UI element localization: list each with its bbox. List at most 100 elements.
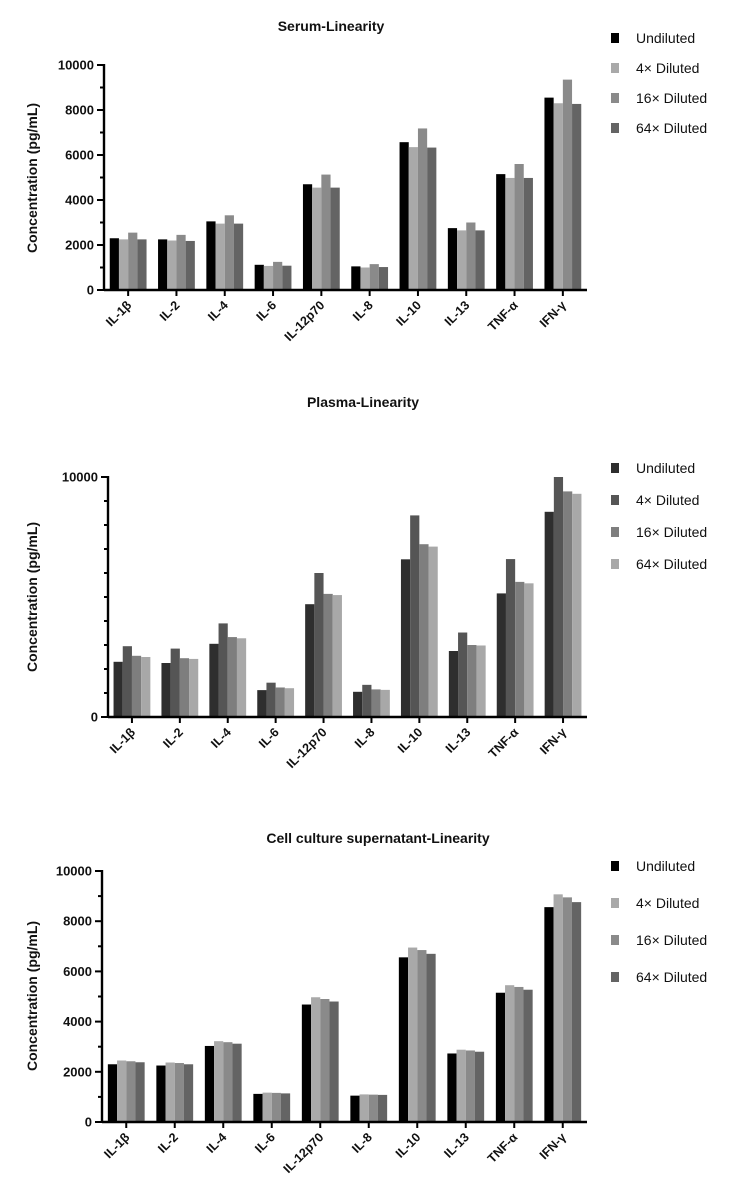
bar-64-diluted-8 bbox=[524, 583, 534, 717]
bar-undiluted-0 bbox=[113, 661, 123, 717]
legend-swatch bbox=[611, 861, 619, 871]
bar-4-diluted-2 bbox=[218, 623, 228, 717]
bar-16-diluted-4 bbox=[321, 174, 331, 290]
bar-undiluted-4 bbox=[305, 604, 315, 717]
bar-16-diluted-2 bbox=[223, 1042, 233, 1122]
bar-undiluted-0 bbox=[107, 1064, 118, 1122]
y-axis-label: Concentration (pg/mL) bbox=[24, 522, 40, 672]
legend: Undiluted 4× Diluted 16× Diluted 64× Dilute… bbox=[611, 858, 707, 985]
bar-4-diluted-7 bbox=[457, 230, 467, 290]
bar-64-diluted-0 bbox=[137, 239, 147, 290]
x-tick-label: IL-13 bbox=[441, 1130, 472, 1161]
bar-undiluted-9 bbox=[544, 907, 554, 1122]
chart-1: Serum-Linearity Concentration (pg/mL) 0 200… bbox=[24, 18, 707, 344]
bar-64-diluted-9 bbox=[571, 902, 582, 1122]
legend-swatch bbox=[611, 935, 619, 945]
bar-undiluted-6 bbox=[399, 142, 409, 290]
bar-4-diluted-7 bbox=[458, 632, 468, 717]
bar-undiluted-4 bbox=[301, 1004, 312, 1122]
bar-64-diluted-9 bbox=[572, 493, 582, 717]
y-tick-label: 10000 bbox=[58, 58, 94, 73]
bar-16-diluted-1 bbox=[179, 658, 190, 717]
bar-16-diluted-6 bbox=[419, 544, 429, 717]
bar-16-diluted-8 bbox=[514, 986, 524, 1122]
y-ticks: 0 2000 4000 6000 8000 10000 bbox=[56, 864, 102, 1130]
bar-undiluted-4 bbox=[302, 184, 313, 290]
legend: Undiluted 4× Diluted 16× Diluted 64× Dilute… bbox=[611, 460, 707, 572]
bar-64-diluted-3 bbox=[280, 1093, 291, 1122]
x-tick-label: IL-12p70 bbox=[281, 1130, 327, 1176]
chart-title: Cell culture supernatant-Linearity bbox=[266, 830, 489, 846]
y-axis-label: Concentration (pg/mL) bbox=[24, 921, 40, 1071]
x-tick-label: IL-10 bbox=[395, 725, 426, 756]
bar-4-diluted-6 bbox=[408, 147, 418, 290]
y-tick-label: 2000 bbox=[63, 1064, 92, 1079]
chart-2: Plasma-Linearity Concentration (pg/mL) 0 10… bbox=[24, 394, 707, 771]
y-tick-label: 2000 bbox=[65, 238, 94, 253]
bar-undiluted-7 bbox=[447, 228, 458, 290]
y-tick-label: 4000 bbox=[63, 1014, 92, 1029]
y-tick-label: 0 bbox=[85, 1115, 92, 1130]
bar-undiluted-1 bbox=[161, 663, 171, 717]
x-tick-label: IL-4 bbox=[205, 298, 231, 324]
legend-label: Undiluted bbox=[636, 460, 695, 476]
bar-undiluted-7 bbox=[447, 1053, 457, 1122]
y-axis-label: Concentration (pg/mL) bbox=[24, 103, 40, 253]
bar-16-diluted-5 bbox=[369, 264, 379, 290]
bar-undiluted-2 bbox=[209, 643, 219, 717]
legend-swatch bbox=[611, 972, 619, 982]
x-tick-label: IL-6 bbox=[252, 1130, 278, 1156]
bar-4-diluted-3 bbox=[263, 265, 274, 290]
bar-undiluted-3 bbox=[257, 690, 267, 717]
bar-undiluted-9 bbox=[544, 97, 554, 290]
bar-16-diluted-7 bbox=[466, 222, 476, 290]
bar-64-diluted-9 bbox=[572, 103, 582, 290]
legend-label: Undiluted bbox=[636, 858, 695, 874]
bar-64-diluted-6 bbox=[427, 147, 437, 290]
x-tick-label: IL-1β bbox=[103, 298, 134, 329]
legend-label: 64× Diluted bbox=[636, 969, 707, 985]
bar-16-diluted-7 bbox=[465, 1050, 475, 1122]
legend-label: 64× Diluted bbox=[636, 556, 707, 572]
legend-swatch bbox=[611, 63, 619, 73]
bar-undiluted-2 bbox=[204, 1045, 215, 1122]
legend-label: 16× Diluted bbox=[636, 524, 707, 540]
bar-undiluted-5 bbox=[351, 266, 361, 290]
x-tick-label: IL-8 bbox=[350, 298, 376, 324]
legend-swatch bbox=[611, 495, 619, 505]
bar-16-diluted-3 bbox=[275, 687, 285, 717]
bar-64-diluted-7 bbox=[474, 1051, 485, 1122]
legend-swatch bbox=[611, 123, 619, 133]
bar-64-diluted-0 bbox=[135, 1062, 145, 1122]
bar-64-diluted-7 bbox=[475, 230, 485, 290]
x-tick-label: TNF-α bbox=[485, 298, 521, 334]
bar-4-diluted-8 bbox=[505, 559, 516, 717]
y-ticks: 0 10000 bbox=[62, 470, 108, 725]
x-tick-label: TNF-α bbox=[485, 1130, 521, 1166]
y-tick-label: 8000 bbox=[65, 103, 94, 118]
bar-undiluted-1 bbox=[158, 239, 168, 290]
bar-16-diluted-9 bbox=[563, 491, 573, 717]
bar-16-diluted-3 bbox=[273, 261, 283, 290]
bar-4-diluted-8 bbox=[505, 985, 515, 1122]
chart-title: Serum-Linearity bbox=[278, 18, 385, 34]
x-tick-label: IL-1β bbox=[101, 1130, 132, 1161]
bars bbox=[113, 477, 582, 717]
x-ticks: IL-1β IL-2 IL-4 IL-6 IL-12p70 IL-8 IL-10 IL-13 T… bbox=[107, 717, 569, 771]
bar-64-diluted-3 bbox=[282, 265, 292, 290]
bar-64-diluted-3 bbox=[284, 688, 295, 717]
x-tick-label: IL-4 bbox=[204, 1130, 230, 1156]
bar-undiluted-5 bbox=[350, 1095, 360, 1122]
bar-4-diluted-1 bbox=[170, 648, 180, 717]
bar-16-diluted-1 bbox=[174, 1063, 184, 1122]
bar-undiluted-5 bbox=[353, 691, 363, 717]
x-tick-label: TNF-α bbox=[486, 725, 522, 761]
x-tick-label: IL-12p70 bbox=[284, 725, 330, 771]
bar-4-diluted-0 bbox=[118, 239, 129, 290]
bar-4-diluted-5 bbox=[362, 684, 372, 717]
bar-4-diluted-4 bbox=[311, 997, 321, 1122]
bar-16-diluted-8 bbox=[515, 581, 525, 717]
bar-64-diluted-2 bbox=[233, 223, 244, 290]
bar-16-diluted-3 bbox=[271, 1092, 281, 1122]
bar-undiluted-8 bbox=[496, 174, 506, 290]
